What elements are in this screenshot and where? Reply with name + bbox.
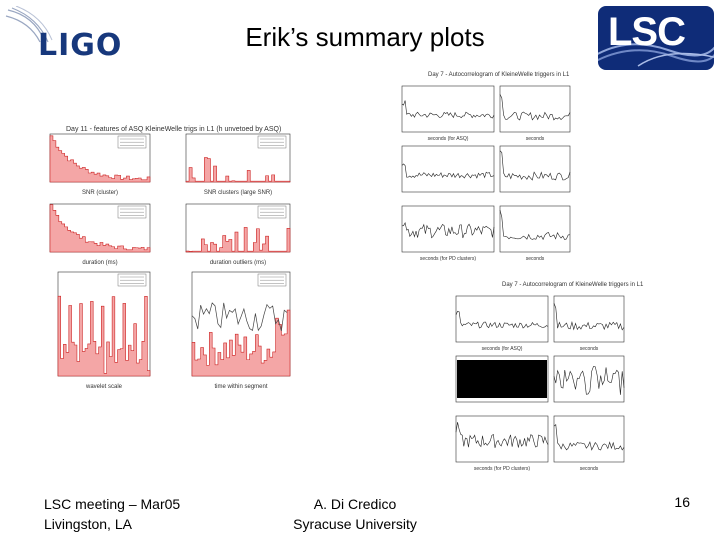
histogram-bars bbox=[185, 157, 291, 183]
footer-author: A. Di Credico bbox=[313, 496, 397, 512]
autocorrelogram-trace bbox=[401, 221, 495, 239]
autocorrelogram-panel-bottom: Day 7 - Autocorrelogram of KleineWelle t… bbox=[426, 280, 643, 472]
histogram-bars bbox=[185, 227, 291, 253]
autocorrelogram-frame bbox=[401, 85, 495, 133]
autocorrelogram-frame bbox=[553, 295, 625, 343]
autocorrelogram-dense-trace bbox=[457, 360, 547, 398]
autocorrelogram-trace bbox=[553, 303, 625, 331]
top-right-panel-plots: seconds (for ASQ) seconds seconds (for PD … bbox=[401, 85, 571, 262]
footer-author-info: A. Di Credico Syracuse University bbox=[280, 494, 430, 534]
autocorrelogram-frame bbox=[553, 355, 625, 403]
autocorrelogram-frame bbox=[499, 85, 571, 133]
histogram-bars bbox=[49, 135, 151, 183]
left-panel-plots: SNR (cluster) SNR clusters (large SNR) dur… bbox=[49, 133, 291, 390]
ligo-logo: LIGO bbox=[4, 5, 124, 63]
autocorrelogram-trace bbox=[401, 100, 495, 119]
kleinewelle-feature-histograms: Day 11 - features of ASQ KleineWelle tri… bbox=[36, 120, 300, 392]
autocorrelogram-trace bbox=[401, 163, 495, 179]
slide-title: Erik’s summary plots bbox=[245, 22, 485, 52]
lsc-wave-icon bbox=[598, 43, 714, 67]
autocorrelogram-xlabel: seconds bbox=[580, 466, 599, 472]
histogram-bars bbox=[49, 204, 151, 253]
autocorrelogram-xlabel: seconds (for ASQ) bbox=[482, 346, 523, 352]
histogram-bars bbox=[191, 309, 291, 377]
autocorrelogram-xlabel: seconds bbox=[526, 136, 545, 142]
top-right-panel-title: Day 7 - Autocorrelogram of KleineWelle t… bbox=[428, 72, 570, 78]
autocorrelogram-xlabel: seconds bbox=[580, 346, 599, 352]
autocorrelogram-panel-top: Day 7 - Autocorrelogram of KleineWelle t… bbox=[372, 70, 576, 262]
autocorrelogram-frame bbox=[401, 145, 495, 193]
autocorrelogram-xlabel: seconds bbox=[526, 256, 545, 262]
footer-meeting: LSC meeting – Mar05 bbox=[44, 496, 181, 512]
bottom-right-panel-plots: seconds (for ASQ) seconds seconds (for PD … bbox=[455, 295, 625, 472]
histogram-xlabel: SNR clusters (large SNR) bbox=[204, 190, 272, 196]
footer-meeting-info: LSC meeting – Mar05 Livingston, LA bbox=[44, 494, 180, 534]
autocorrelogram-xlabel: seconds (for PD clusters) bbox=[474, 466, 530, 472]
ligo-wordmark: LIGO bbox=[38, 28, 123, 63]
histogram-xlabel: time within segment bbox=[214, 384, 267, 390]
page-number: 16 bbox=[674, 494, 690, 510]
bottom-right-panel-title: Day 7 - Autocorrelogram of KleineWelle t… bbox=[502, 282, 644, 288]
autocorrelogram-trace bbox=[499, 150, 571, 181]
left-panel-title: Day 11 - features of ASQ KleineWelle tri… bbox=[66, 126, 282, 133]
autocorrelogram-xlabel: seconds (for PD clusters) bbox=[420, 256, 476, 262]
autocorrelogram-xlabel: seconds (for ASQ) bbox=[428, 136, 469, 142]
autocorrelogram-frame bbox=[455, 415, 549, 463]
autocorrelogram-trace bbox=[455, 310, 549, 329]
autocorrelogram-frame bbox=[499, 145, 571, 193]
histogram-overlay-line bbox=[191, 302, 288, 332]
histogram-xlabel: duration outliers (ms) bbox=[210, 260, 266, 266]
histogram-bars bbox=[57, 295, 151, 377]
histogram-xlabel: wavelet scale bbox=[85, 384, 123, 390]
autocorrelogram-trace bbox=[553, 423, 625, 451]
histogram-xlabel: duration (ms) bbox=[82, 260, 117, 266]
histogram-xlabel: SNR (cluster) bbox=[82, 190, 118, 196]
autocorrelogram-trace bbox=[553, 366, 625, 395]
autocorrelogram-frame bbox=[499, 205, 571, 253]
autocorrelogram-frame bbox=[455, 295, 549, 343]
lsc-logo: LSC bbox=[598, 6, 714, 70]
autocorrelogram-trace bbox=[455, 422, 549, 448]
autocorrelogram-trace bbox=[499, 209, 571, 241]
autocorrelogram-trace bbox=[499, 94, 571, 121]
autocorrelogram-frame bbox=[553, 415, 625, 463]
footer-location: Livingston, LA bbox=[44, 516, 132, 532]
autocorrelogram-frame bbox=[401, 205, 495, 253]
ligo-swirl-icon bbox=[5, 5, 53, 43]
lsc-wordmark: LSC bbox=[608, 10, 686, 54]
footer-affiliation: Syracuse University bbox=[293, 516, 417, 532]
